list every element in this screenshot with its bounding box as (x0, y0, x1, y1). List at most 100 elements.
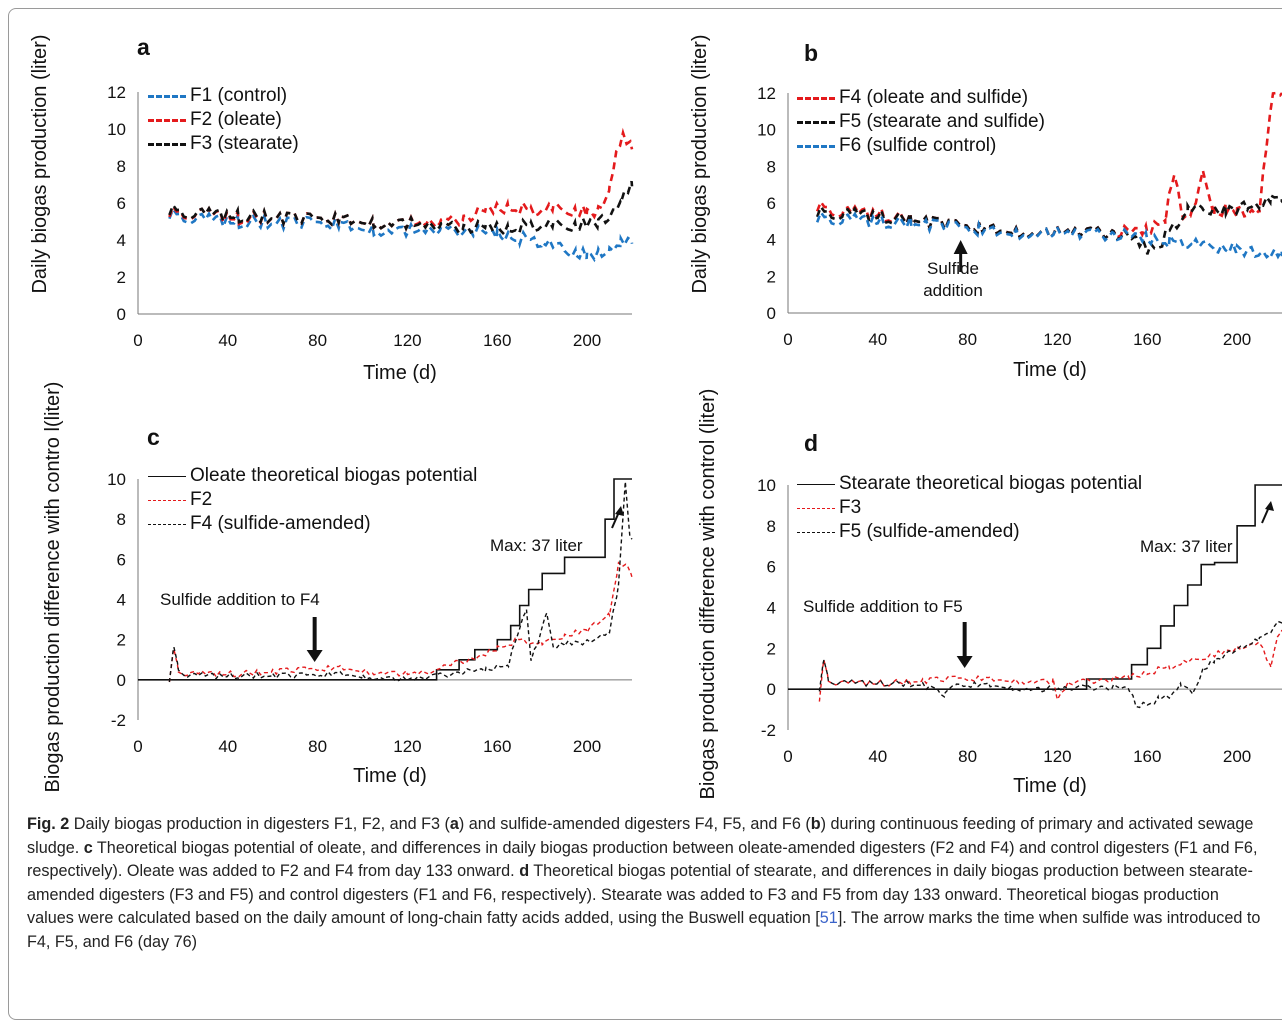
caption-lead: Fig. 2 (27, 815, 70, 833)
chart-plot-d: -2 0 2 4 6 8 10 0 40 80 120 160 200 (757, 476, 1282, 766)
y-tick-label: 2 (767, 267, 776, 286)
arrow-head (306, 650, 323, 662)
legend-swatch (797, 144, 835, 148)
series-line-f4 (168, 481, 633, 683)
caption-text: Theoretical biogas potential of stearate… (27, 862, 1253, 927)
x-tick-label: 80 (958, 330, 977, 349)
max-arrow-head (615, 506, 624, 516)
x-tick-label: 80 (958, 747, 977, 766)
legend-swatch (148, 499, 186, 501)
series-line-f5 (818, 619, 1282, 709)
panel-label-b: b (804, 40, 819, 66)
y-tick-label: 4 (117, 591, 126, 610)
series-line-f5 (815, 193, 1282, 255)
y-tick-label: 6 (117, 550, 126, 569)
caption-ref-a: a (449, 815, 459, 833)
y-tick-label: 4 (117, 231, 126, 250)
caption-text: ]. The arrow marks the time when sulfide… (27, 909, 1261, 951)
caption-ref-c: c (83, 838, 93, 857)
x-tick-label: 200 (573, 737, 601, 756)
y-tick-label: 8 (767, 517, 776, 536)
x-axis-label: Time (d) (353, 765, 427, 787)
legend-label: F3 (stearate) (190, 133, 299, 154)
x-tick-label: 40 (868, 747, 887, 766)
series-line-f6 (815, 209, 1282, 260)
legend-label: F5 (sulfide-amended) (839, 521, 1020, 542)
x-tick-label: 0 (133, 331, 142, 350)
legend-label: F5 (stearate and sulfide) (839, 111, 1045, 132)
legend: F1 (control) F2 (oleate) F3 (stearate) (148, 84, 299, 156)
x-tick-label: 80 (308, 331, 327, 350)
y-tick-label: 0 (767, 304, 776, 323)
sulfide-annotation: Sulfide addition to F4 (160, 590, 320, 609)
citation-link[interactable]: 51 (819, 909, 838, 927)
panel-label-d: d (804, 430, 819, 456)
legend-item-f6: F6 (sulfide control) (797, 134, 1045, 158)
series-line-oleate (138, 478, 632, 681)
chart-panel-d: d Biogas production difference with cont… (650, 389, 1282, 805)
x-tick-label: 160 (1133, 330, 1161, 349)
max-annotation: Max: 37 liter (1140, 537, 1233, 556)
legend-item-f4: F4 (oleate and sulfide) (797, 86, 1045, 110)
y-tick-label: 8 (117, 157, 126, 176)
legend-label: F6 (sulfide control) (839, 135, 997, 156)
x-tick-label: 120 (1043, 747, 1071, 766)
legend-item-f1: F1 (control) (148, 84, 299, 108)
max-arrow-head (1265, 501, 1274, 511)
arrow-head (956, 656, 973, 668)
max-arrow-shaft (611, 511, 620, 529)
legend-label: F3 (839, 497, 862, 518)
x-tick-label: 40 (868, 330, 887, 349)
legend-item-f3: F3 (stearate) (148, 132, 299, 156)
sulfide-annotation: Sulfide addition (908, 258, 998, 302)
legend-swatch (148, 94, 186, 98)
x-tick-label: 40 (218, 737, 237, 756)
legend-swatch (797, 120, 835, 124)
y-tick-label: 2 (117, 268, 126, 287)
y-tick-label: 10 (107, 120, 126, 139)
legend-item-f5: F5 (sulfide-amended) (797, 520, 1142, 544)
legend-item-stearate: Stearate theoretical biogas potential (797, 472, 1142, 496)
x-tick-label: 0 (783, 330, 792, 349)
x-tick-label: 160 (483, 331, 511, 350)
chart-panel-c: c Biogas production difference with cont… (0, 382, 650, 805)
x-tick-label: 120 (1043, 330, 1071, 349)
chart-panel-b: b Daily biogas production (liter) Time (… (650, 0, 1282, 400)
x-tick-label: 40 (218, 331, 237, 350)
y-tick-label: 0 (117, 671, 126, 690)
y-tick-label: -2 (761, 721, 776, 740)
legend-swatch (797, 96, 835, 100)
series-line-stearate (788, 484, 1282, 690)
y-tick-label: 8 (767, 157, 776, 176)
legend-label: F4 (oleate and sulfide) (839, 87, 1029, 108)
y-tick-label: 4 (767, 599, 776, 618)
y-tick-label: 0 (117, 305, 126, 324)
y-tick-label: 6 (117, 194, 126, 213)
x-tick-label: 80 (308, 737, 327, 756)
annotation-line: Sulfide (927, 259, 979, 278)
x-axis-label: Time (d) (1013, 359, 1087, 381)
y-tick-label: 0 (767, 680, 776, 699)
legend-swatch (148, 523, 186, 525)
y-tick-label: 12 (107, 83, 126, 102)
panel-label-a: a (137, 34, 150, 60)
x-axis-label: Time (d) (363, 362, 437, 384)
sulfide-annotation: Sulfide addition to F5 (803, 597, 963, 616)
legend-item-f2: F2 (oleate) (148, 108, 299, 132)
legend-label: Oleate theoretical biogas potential (190, 465, 478, 486)
max-annotation: Max: 37 liter (490, 536, 583, 555)
max-arrow-shaft (1261, 506, 1270, 524)
legend-item-f2: F2 (148, 488, 477, 512)
x-tick-label: 200 (573, 331, 601, 350)
panel-label-c: c (147, 424, 160, 450)
y-tick-label: 10 (757, 121, 776, 140)
chart-plot-c: -2 0 2 4 6 8 10 0 40 80 120 160 200 (107, 470, 633, 756)
x-tick-label: 0 (133, 737, 142, 756)
caption-text: Theoretical biogas potential of oleate, … (27, 838, 1258, 881)
series-line-f2 (168, 561, 633, 683)
series-line-f1 (168, 206, 634, 263)
caption-text: ) and sulfide-amended digesters F4, F5, … (458, 815, 811, 833)
caption-ref-d: d (519, 862, 530, 880)
x-tick-label: 120 (393, 737, 421, 756)
